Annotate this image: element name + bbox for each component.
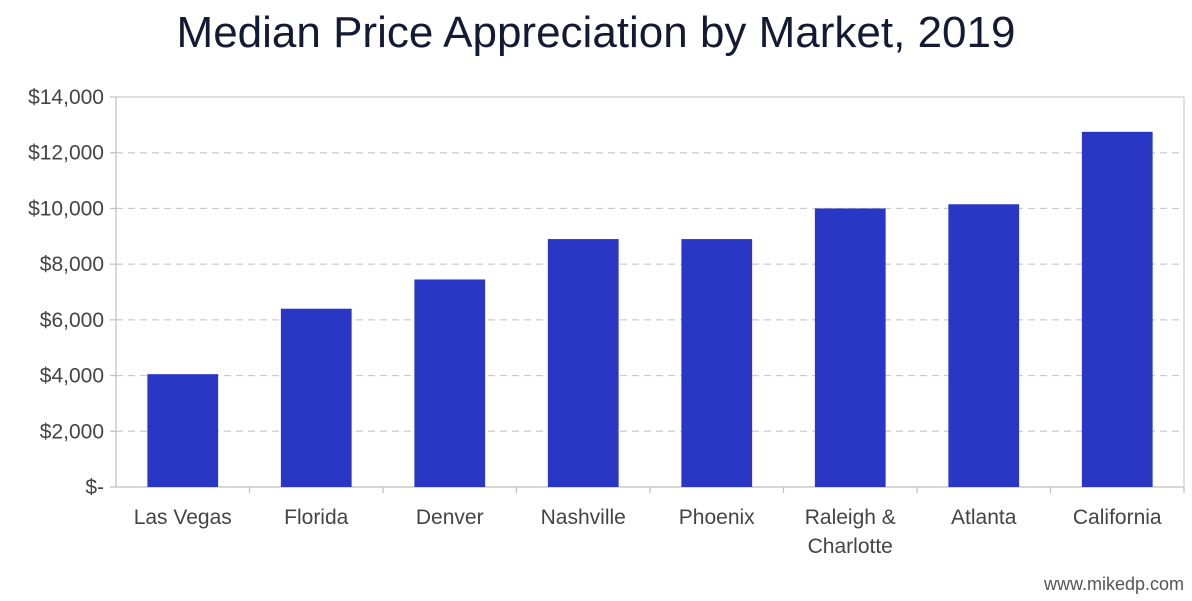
x-tick-label: Atlanta: [951, 506, 1017, 529]
bars: [147, 132, 1152, 487]
x-tick-label-line: Atlanta: [951, 506, 1017, 529]
bar-las-vegas: [147, 374, 218, 487]
x-tick-label-line: Denver: [416, 506, 484, 529]
x-tick-labels: Las Vegas Florida Denver Nashville Phoenix Ra…: [134, 506, 1162, 558]
bar-florida: [281, 309, 352, 487]
bar-atlanta: [948, 204, 1019, 487]
y-tick-label: $6,000: [40, 309, 104, 332]
x-tick-label: Florida: [284, 506, 349, 529]
x-tick-label: California: [1073, 506, 1162, 529]
x-tick-label: Las Vegas: [134, 506, 232, 529]
bar-chart: $- $2,000 $4,000 $6,000 $8,000 $10,000 $12,000…: [0, 0, 1192, 601]
y-tick-label: $12,000: [28, 142, 104, 165]
bar-california: [1082, 132, 1153, 487]
y-tick-label: $4,000: [40, 365, 104, 388]
y-tick-label: $10,000: [28, 197, 104, 220]
x-tick-label: Denver: [416, 506, 484, 529]
x-tick-label-line: Las Vegas: [134, 506, 232, 529]
grid-lines: [116, 97, 1184, 431]
x-tick-label-line: Raleigh &: [805, 506, 896, 529]
x-tick-label: Nashville: [541, 506, 626, 529]
bar-denver: [414, 279, 485, 487]
x-tick-label: Raleigh & Charlotte: [805, 506, 896, 558]
bar-phoenix: [681, 239, 752, 487]
watermark: www.mikedp.com: [1044, 574, 1184, 595]
y-tick-label: $-: [85, 476, 104, 499]
y-tick-label: $14,000: [28, 86, 104, 109]
x-tick-label-line: Florida: [284, 506, 349, 529]
bar-nashville: [548, 239, 619, 487]
x-tick-label: Phoenix: [679, 506, 755, 529]
y-tick-label: $8,000: [40, 253, 104, 276]
y-tick-labels: $- $2,000 $4,000 $6,000 $8,000 $10,000 $12,000…: [28, 86, 104, 499]
bar-raleigh-charlotte: [815, 208, 886, 487]
x-tick-label-line: Nashville: [541, 506, 626, 529]
x-tick-label-line: California: [1073, 506, 1162, 529]
y-tick-label: $2,000: [40, 420, 104, 443]
axes: [110, 97, 1184, 493]
x-tick-label-line: Phoenix: [679, 506, 755, 529]
x-tick-label-line: Charlotte: [808, 535, 893, 558]
